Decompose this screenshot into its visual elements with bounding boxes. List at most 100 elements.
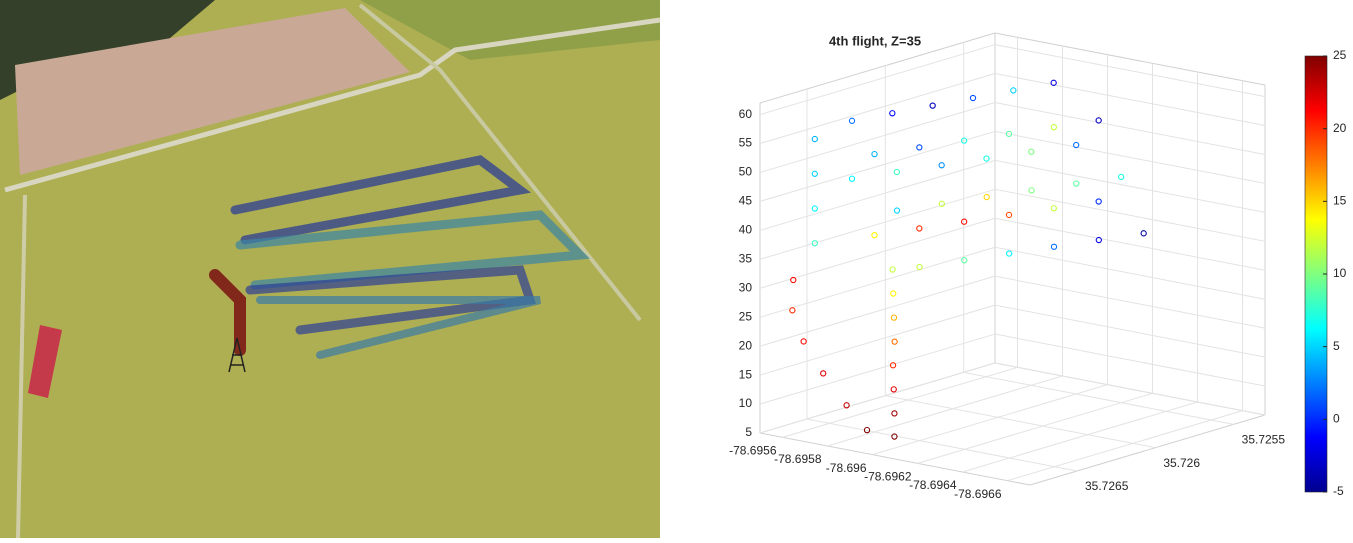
grid-line	[994, 333, 1266, 387]
point	[843, 402, 850, 409]
grid-line	[759, 188, 996, 260]
point	[890, 314, 898, 321]
point	[1005, 211, 1013, 219]
point	[961, 137, 968, 144]
point	[1140, 230, 1147, 237]
point	[938, 162, 945, 169]
z-tick-label: 35	[739, 251, 753, 265]
point	[800, 338, 807, 345]
point	[890, 386, 897, 393]
z-tick-label: 60	[739, 107, 753, 121]
grid-line	[759, 217, 996, 289]
road	[358, 3, 642, 322]
point	[811, 205, 818, 212]
point	[1010, 87, 1017, 94]
point	[929, 102, 936, 109]
point	[1095, 198, 1102, 205]
point	[983, 155, 990, 162]
point	[790, 276, 797, 284]
z-tick-label: 10	[739, 396, 753, 410]
point	[1118, 173, 1125, 181]
point	[811, 135, 818, 143]
grid-line	[759, 246, 996, 318]
z-tick-label: 50	[739, 165, 753, 179]
grid-line	[994, 275, 1266, 329]
z-tick-label: 45	[739, 194, 753, 208]
z-tick-label: 25	[739, 309, 753, 323]
axis-box-edge	[759, 32, 996, 104]
z-tick-label: 5	[745, 425, 752, 439]
point	[848, 117, 856, 124]
colorbar-tick-label: -5	[1333, 484, 1344, 498]
point	[893, 207, 901, 214]
grid-line	[759, 333, 996, 405]
plowed-field	[15, 8, 410, 175]
grid-line	[994, 44, 1266, 98]
grid-line	[994, 159, 1266, 213]
grid-line	[759, 304, 996, 376]
colorbar-tick-label: 20	[1333, 121, 1347, 135]
point	[811, 170, 818, 177]
plot-3d: -78.6956-78.6958 -78.696-78.6962-78.6964-…	[729, 32, 1286, 501]
grid-line	[782, 366, 1018, 438]
axis-box-edge	[994, 32, 1266, 86]
point	[983, 193, 990, 201]
axis-box-edge	[759, 432, 1031, 486]
grid-line	[994, 217, 1266, 271]
x-tick-label: -78.696	[826, 461, 867, 475]
point	[891, 410, 898, 417]
grid-line	[759, 275, 996, 347]
grid-line	[994, 130, 1266, 184]
point	[1050, 205, 1057, 212]
grid-line	[806, 418, 1078, 472]
x-tick-label: -78.6962	[864, 470, 912, 484]
grid-line	[759, 159, 996, 231]
point	[891, 433, 898, 440]
x-tick-label: -78.6966	[954, 487, 1002, 501]
colorbar-tick-label: 0	[1333, 412, 1340, 426]
point	[916, 263, 923, 271]
z-tick-label: 15	[739, 367, 753, 381]
flight-track	[209, 155, 590, 359]
colorbar-tick-label: 15	[1333, 194, 1347, 208]
point	[889, 362, 897, 369]
z-tick-label: 20	[739, 338, 753, 352]
barn	[28, 325, 62, 398]
point	[871, 150, 878, 158]
colorbar-tick-label: 5	[1333, 339, 1340, 353]
colorbar-tick-label: 25	[1333, 48, 1347, 62]
point	[890, 290, 897, 297]
x-tick-label: -78.6956	[729, 444, 777, 458]
point	[1073, 141, 1080, 149]
grid-line	[759, 362, 996, 434]
point	[961, 218, 968, 225]
z-tick-label: 55	[739, 136, 753, 150]
grid-line	[963, 371, 1234, 425]
point	[1028, 148, 1035, 155]
tower-icon	[228, 337, 246, 373]
z-tick-label: 40	[739, 223, 753, 237]
grid-line	[885, 395, 1156, 449]
point	[938, 200, 945, 207]
point	[916, 144, 923, 151]
x-tick-label: -78.6958	[774, 452, 822, 466]
point	[889, 266, 896, 273]
grid-line	[759, 44, 996, 116]
grid-line	[759, 101, 996, 173]
point	[1006, 250, 1013, 257]
z-tick-label: 30	[739, 280, 753, 294]
y-tick-label: 35.726	[1163, 456, 1200, 470]
point	[863, 426, 871, 434]
point	[820, 370, 827, 377]
point	[1050, 243, 1058, 250]
grid-line	[917, 392, 1153, 464]
point	[1028, 187, 1035, 194]
y-tick-label: 35.7255	[1242, 433, 1286, 447]
point	[969, 94, 977, 102]
point	[789, 307, 796, 314]
aerial-photo	[0, 0, 661, 539]
point	[871, 232, 878, 239]
chart-title: 4th flight, Z=35	[829, 33, 921, 48]
point	[1073, 180, 1080, 187]
